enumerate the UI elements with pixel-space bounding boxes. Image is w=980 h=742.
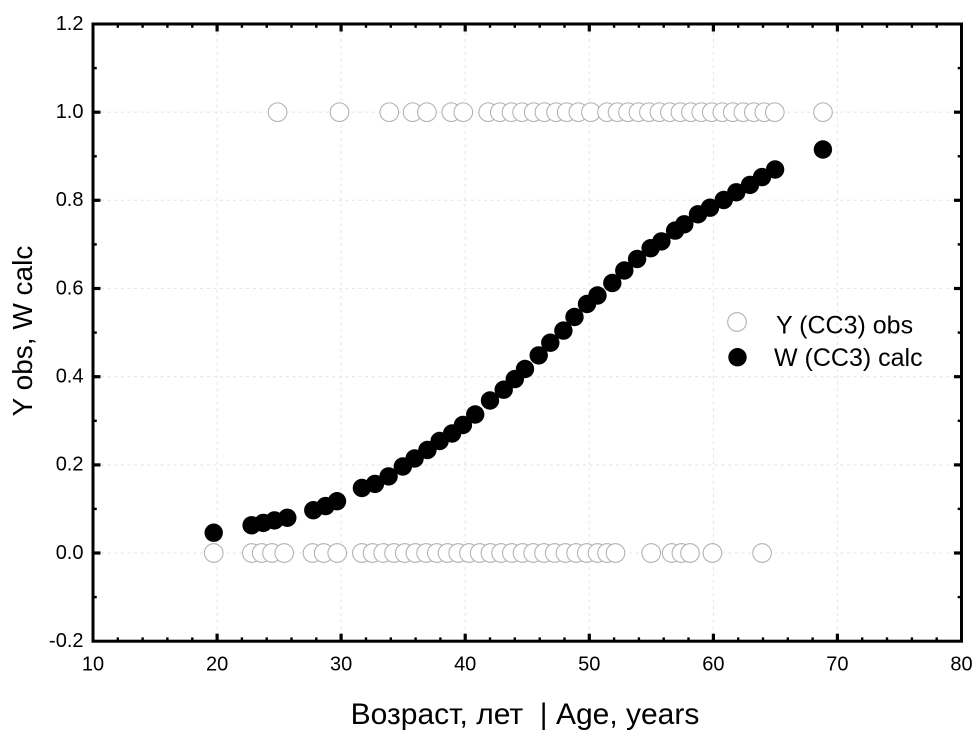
svg-text:0.4: 0.4 — [56, 366, 84, 388]
svg-text:80: 80 — [950, 654, 972, 676]
svg-text:0.8: 0.8 — [56, 189, 84, 211]
svg-text:-0.2: -0.2 — [49, 630, 83, 652]
svg-text:0.2: 0.2 — [56, 454, 84, 476]
svg-text:60: 60 — [702, 654, 724, 676]
svg-text:W (CC3) calc: W (CC3) calc — [774, 344, 923, 372]
svg-text:70: 70 — [826, 654, 848, 676]
svg-text:10: 10 — [82, 654, 104, 676]
svg-text:0.0: 0.0 — [56, 542, 84, 564]
svg-text:50: 50 — [578, 654, 600, 676]
svg-text:Возраст, лет | Age, years: Возраст, лет | Age, years — [351, 698, 700, 731]
svg-text:20: 20 — [206, 654, 228, 676]
svg-text:Y obs, W calc: Y obs, W calc — [7, 246, 38, 417]
svg-text:0.6: 0.6 — [56, 277, 84, 299]
svg-text:40: 40 — [454, 654, 476, 676]
svg-text:30: 30 — [330, 654, 352, 676]
svg-text:Y (CC3) obs: Y (CC3) obs — [776, 312, 913, 340]
svg-text:1.0: 1.0 — [56, 101, 84, 123]
svg-text:1.2: 1.2 — [56, 13, 84, 35]
